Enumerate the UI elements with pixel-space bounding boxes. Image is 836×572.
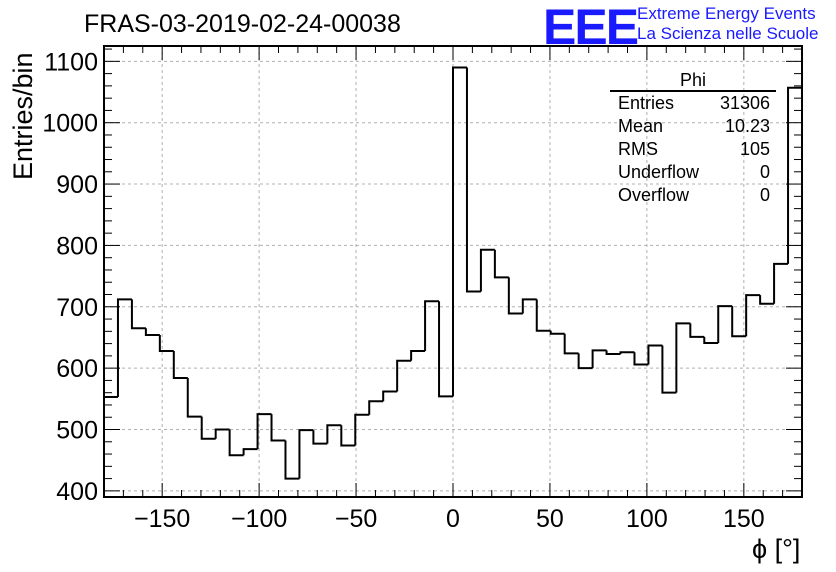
histogram-bin [493,249,509,279]
x-tick-label: 100 [626,505,668,533]
y-tick-label: 1100 [44,48,98,76]
histogram-bin [661,345,677,394]
stats-row-entries: Entries 31306 [610,92,776,115]
stats-label: Entries [618,93,675,113]
stats-label: Underflow [618,162,700,182]
y-tick-label: 1000 [42,110,98,138]
histogram-bin [200,416,216,440]
histogram-bin [507,277,523,315]
x-tick-label: 0 [446,505,460,533]
stats-label: Mean [618,116,664,136]
histogram-bin [396,359,412,392]
x-tick-label: 150 [723,505,765,533]
stats-row-overflow: Overflow 0 [610,184,776,207]
histogram-bin [312,430,328,445]
logo-line-2: La Scienza nelle Scuole [637,24,819,43]
stats-value: 0 [759,185,770,205]
histogram-bin [787,86,802,264]
stats-value: 0 [759,162,770,182]
histogram-bin [144,328,160,337]
histogram-bin [284,440,300,480]
y-tick-label: 400 [56,478,98,506]
histogram-bin [745,294,761,337]
histogram-bin [452,66,467,397]
x-tick-label: 50 [536,505,564,533]
histogram-bin [326,424,342,444]
stats-row-mean: Mean 10.23 [610,115,776,138]
histogram-bin [424,300,440,351]
logo-line-1: Extreme Energy Events [637,4,816,23]
histogram-bin [605,350,621,356]
histogram-bin [773,262,789,304]
histogram-bin [689,323,705,338]
histogram-bin [382,390,398,402]
stats-row-underflow: Underflow 0 [610,161,776,184]
y-tick-label: 500 [56,417,98,445]
histogram-bin [465,67,481,293]
histogram-bin [214,428,230,439]
y-tick-label: 800 [56,232,98,260]
histogram-bin [270,414,286,442]
histogram-bin [521,298,537,314]
x-tick-label: −100 [231,505,287,533]
histogram-bin [675,322,691,393]
histogram-bin [410,349,426,361]
stats-label: Overflow [618,185,690,205]
histogram-bin [186,377,202,418]
histogram-bin [633,352,649,366]
x-tick-label: −150 [134,505,190,533]
stats-label: RMS [618,139,658,159]
x-tick-label: −50 [335,505,377,533]
stats-value: 10.23 [724,116,770,136]
stats-value: 105 [739,139,770,159]
histogram-bin [172,350,188,379]
histogram-bin [368,400,384,415]
histogram-bin [354,413,370,446]
histogram-bin [256,413,272,450]
histogram-bin [479,248,495,292]
histogram-bin [116,298,132,397]
histogram-bin [535,299,551,332]
histogram-bin [731,306,747,338]
y-axis-label: Entries/bin [8,52,38,180]
histogram-bin [591,349,607,369]
histogram-bin [619,351,635,355]
stats-value: 31306 [719,93,770,113]
stats-box: Phi Entries 31306 Mean 10.23 RMS 105 Und… [610,70,776,207]
histogram-bin [549,330,565,335]
chart-title: FRAS-03-2019-02-24-00038 [84,10,401,38]
histogram-bin [577,353,593,370]
histogram-bin [228,429,244,457]
x-axis-label: ϕ [°] [752,534,801,564]
histogram-bin [717,305,733,343]
histogram-bin [242,448,258,456]
histogram-bin [158,335,174,352]
histogram-bin [130,299,146,330]
stats-title: Phi [610,70,776,92]
stats-row-rms: RMS 105 [610,138,776,161]
y-tick-label: 900 [56,171,98,199]
histogram-bin [438,301,453,398]
histogram-bin [759,295,775,305]
histogram-bin [647,344,663,365]
histogram-bin [563,333,579,355]
eee-logo: EEE [543,0,639,55]
y-tick-label: 600 [56,355,98,383]
histogram-bin [340,425,356,447]
histogram-bin [298,429,314,479]
histogram-bin [703,336,719,344]
y-tick-label: 700 [56,294,98,322]
